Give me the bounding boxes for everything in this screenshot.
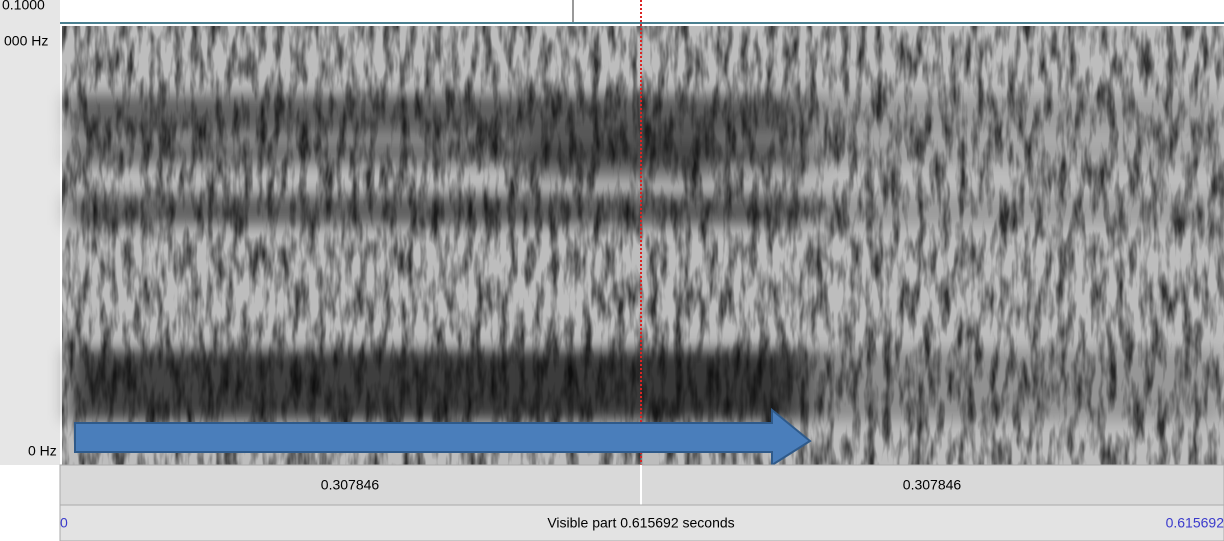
start-label: 0	[60, 515, 68, 531]
left-segment-label: 0.307846	[321, 477, 380, 493]
left-gutter	[0, 0, 60, 465]
arrow	[74, 407, 812, 467]
visible-part-label: Visible part 0.615692 seconds	[547, 515, 734, 531]
end-label: 0.615692	[1166, 515, 1224, 531]
top-time-label: 0.1000	[2, 0, 45, 13]
freq-bottom-label: 0 Hz	[28, 443, 57, 459]
spectrogram	[62, 26, 1224, 465]
visible-bar	[59, 504, 1224, 541]
right-segment-label: 0.307846	[903, 477, 962, 493]
freq-top-label: 000 Hz	[4, 33, 48, 49]
